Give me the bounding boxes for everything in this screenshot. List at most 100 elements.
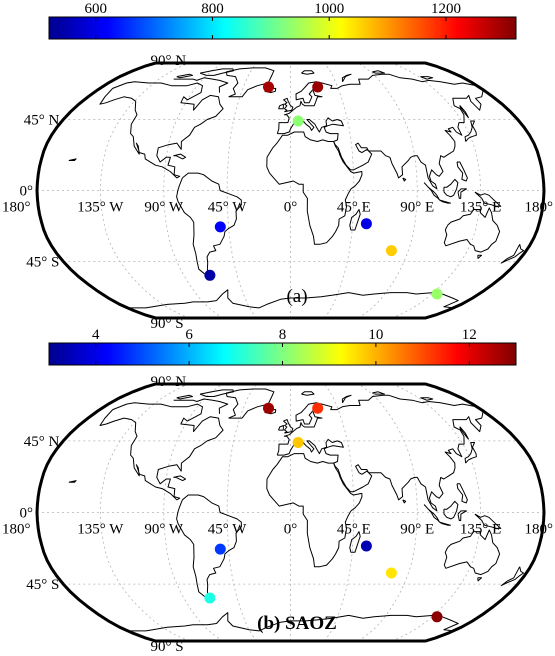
- meridian-line: [99, 62, 190, 319]
- data-point: [385, 245, 397, 257]
- coastline: [464, 120, 477, 142]
- lat-label: 0°: [20, 506, 34, 522]
- coastline: [464, 442, 477, 464]
- lon-label: 0°: [284, 200, 298, 216]
- lat-label: 90° N: [151, 374, 187, 390]
- coastline: [68, 158, 77, 161]
- colorbar-tick-label: 10: [368, 327, 383, 343]
- coastline: [459, 105, 470, 119]
- colorbar-tick-label: 6: [185, 327, 193, 343]
- coastline: [277, 410, 484, 512]
- coastline: [266, 131, 363, 245]
- lon-label: 180°: [525, 200, 554, 216]
- coastline: [199, 389, 235, 397]
- coastline: [68, 480, 77, 483]
- coastline: [176, 494, 242, 600]
- coastline: [277, 89, 484, 190]
- coastline: [500, 244, 525, 264]
- colorbar-tick-label: 600: [84, 1, 107, 17]
- data-point: [431, 288, 443, 300]
- colorbar-tick-label: 1200: [431, 1, 461, 17]
- lon-label: 135° E: [460, 522, 501, 538]
- lat-label: 0°: [20, 184, 34, 200]
- colorbar-tick-label: 4: [92, 327, 100, 343]
- lat-label: 90° N: [151, 53, 187, 69]
- graticule: [37, 383, 544, 642]
- data-point: [385, 567, 397, 579]
- coastline: [349, 209, 361, 231]
- coastline: [99, 81, 224, 179]
- panel-b: 4 6 8 10 12 90° N 45° N 0° 45° S 90° S 180° 135° W 9…: [2, 327, 553, 655]
- lon-label: 45° E: [337, 200, 371, 216]
- coastline: [341, 73, 352, 82]
- coastline: [474, 191, 502, 207]
- colorbar-tick-label: 1000: [314, 1, 344, 17]
- coastline: [266, 453, 363, 568]
- coastline: [341, 394, 352, 404]
- coastline: [99, 402, 224, 501]
- lat-label: 45° S: [26, 577, 59, 593]
- coastline: [278, 425, 284, 431]
- coastline: [443, 500, 459, 520]
- coastline: [420, 397, 434, 401]
- coastline: [459, 426, 470, 440]
- coastline: [443, 529, 501, 576]
- coastline: [456, 161, 468, 182]
- coastline: [372, 391, 385, 395]
- coastline: [423, 182, 440, 201]
- data-point: [263, 81, 274, 93]
- lon-label: 90° E: [400, 522, 434, 538]
- coastline: [173, 475, 187, 482]
- coastlines: [68, 388, 525, 632]
- coastline: [456, 483, 468, 504]
- coastline: [477, 254, 482, 259]
- coastline: [127, 612, 459, 632]
- panel-a: 600 800 1000 1200 90° N 45° N 0° 45° S 90° S 180°…: [2, 1, 553, 332]
- lon-label: 135° E: [460, 200, 501, 216]
- coastline: [225, 67, 275, 98]
- data-point: [214, 543, 226, 555]
- coastline: [173, 77, 229, 93]
- panel-title: (b) SAOZ: [257, 613, 337, 634]
- data-point: [360, 540, 372, 552]
- colorbar-tick-label: 8: [279, 327, 287, 343]
- lon-label: 45° W: [208, 200, 247, 216]
- coastline: [443, 178, 459, 198]
- map-frame: [35, 61, 546, 320]
- lon-label: 90° W: [144, 522, 183, 538]
- lat-label: 45° N: [24, 434, 60, 450]
- coastline: [423, 504, 440, 523]
- coastline: [474, 513, 502, 529]
- coastline: [225, 388, 275, 419]
- coastline: [176, 73, 193, 79]
- colorbar: 600 800 1000 1200: [48, 1, 517, 40]
- data-point: [204, 269, 216, 281]
- coastline: [176, 172, 242, 278]
- coastline: [457, 188, 467, 199]
- coastline: [402, 177, 407, 182]
- lon-label: 135° W: [77, 522, 124, 538]
- map-frame: [35, 382, 546, 643]
- coastline: [439, 521, 451, 526]
- colorbar: 4 6 8 10 12: [48, 327, 517, 366]
- data-point: [214, 221, 226, 233]
- data-point: [292, 115, 304, 127]
- data-point: [360, 218, 372, 230]
- coastline: [349, 531, 361, 553]
- colorbar-tick-label: 800: [201, 1, 224, 17]
- lat-label: 45° N: [24, 112, 60, 128]
- lon-label: 90° E: [400, 200, 434, 216]
- coastline: [457, 510, 467, 521]
- meridian-line: [99, 383, 190, 642]
- lat-label: 90° S: [151, 316, 184, 332]
- data-point: [292, 437, 304, 448]
- coastline: [443, 207, 501, 253]
- data-point: [263, 402, 274, 414]
- lat-label: 90° S: [151, 639, 184, 655]
- data-point: [312, 402, 324, 414]
- data-points: [204, 402, 443, 623]
- meridian-line: [391, 383, 482, 642]
- coastline: [173, 398, 229, 414]
- lon-label: 0°: [284, 522, 298, 538]
